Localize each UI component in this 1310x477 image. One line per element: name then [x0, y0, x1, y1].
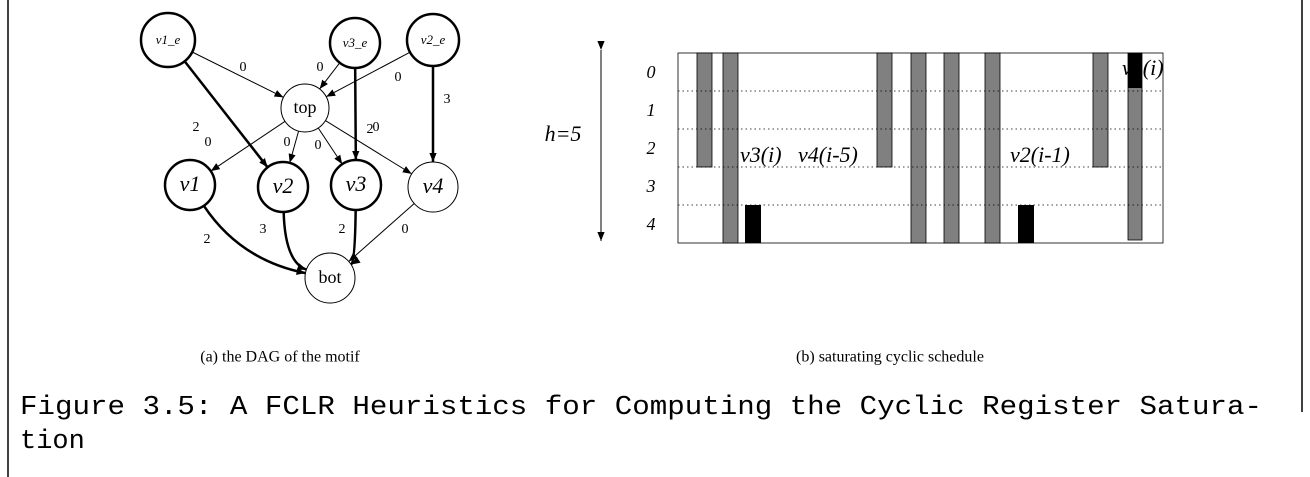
edge [183, 60, 269, 169]
edge [191, 51, 284, 98]
edge-weight: 2 [367, 122, 374, 137]
node [405, 12, 461, 68]
node [328, 16, 382, 70]
lifetime-label: v1(i) [1122, 55, 1164, 80]
edge [210, 120, 286, 172]
node-label: v2_e [421, 32, 446, 47]
lifetime-label: v4(i-5) [798, 142, 858, 167]
edge-weight: 0 [205, 135, 212, 150]
node-label: v2 [273, 173, 294, 198]
lifetime-bar [910, 52, 927, 244]
node-label: v1 [180, 171, 201, 196]
node [256, 160, 310, 214]
lifetime-bar [696, 52, 713, 168]
node [304, 252, 356, 304]
node [329, 158, 383, 212]
row-label: 2 [647, 138, 656, 158]
edge-weight: 0 [317, 60, 324, 75]
node [139, 11, 197, 69]
row-label: 3 [646, 176, 656, 196]
lifetime-bar [984, 52, 1001, 244]
edge-weight: 2 [204, 232, 211, 247]
edge [348, 203, 415, 262]
lifetime-bar [876, 52, 893, 168]
edge-weight: 3 [444, 92, 451, 107]
edge [202, 205, 306, 275]
edge [325, 120, 412, 175]
operation [745, 205, 761, 243]
row-label: 4 [647, 214, 656, 234]
edge [325, 51, 411, 98]
edge-weight: 0 [315, 138, 322, 153]
edge-weight: 0 [240, 60, 247, 75]
lifetime-bar [943, 52, 960, 244]
node-label: bot [318, 267, 341, 287]
operation [1018, 205, 1034, 243]
lifetimes [696, 52, 1143, 244]
lifetime-bar [722, 52, 739, 244]
node-label: top [293, 97, 316, 117]
node-label: v1_e [156, 32, 181, 47]
figure-caption: Figure 3.5: A FCLR Heuristics for Comput… [20, 393, 1262, 423]
edge-weight: 0 [395, 70, 402, 85]
node [280, 83, 330, 133]
node-label: v3 [346, 171, 367, 196]
edge [282, 211, 307, 271]
node-label: v3_e [343, 35, 368, 50]
schedule: h=5 0 1 2 3 4 v3(i) v4(i-5) v2(i-1) v1(i) [545, 41, 1164, 244]
subcaption-a: (a) the DAG of the motif [200, 349, 360, 366]
edge-weight: 3 [260, 222, 267, 237]
edge-weight: 0 [284, 135, 291, 150]
edge [317, 127, 343, 165]
edge-weight: 2 [339, 222, 346, 237]
operations [745, 53, 1142, 243]
edge [288, 130, 300, 164]
node-label: v4 [423, 173, 444, 198]
height-label: h=5 [545, 121, 582, 146]
edge-weight: 0 [402, 222, 409, 237]
node [407, 161, 459, 213]
edge [319, 62, 341, 90]
edge-weight: 0 [373, 120, 380, 135]
lifetime-label: v2(i-1) [1010, 142, 1070, 167]
row-label: 0 [647, 62, 656, 82]
edge [352, 67, 360, 161]
lifetime-label: v3(i) [740, 142, 782, 167]
figure-caption: tion [20, 427, 85, 457]
lifetime-bar [1092, 52, 1109, 168]
operation [1128, 53, 1142, 88]
edge [350, 209, 361, 266]
subcaption-b: (b) saturating cyclic schedule [796, 349, 984, 366]
node [163, 158, 217, 212]
edge-weight: 2 [193, 120, 200, 135]
row-label: 1 [647, 100, 656, 120]
